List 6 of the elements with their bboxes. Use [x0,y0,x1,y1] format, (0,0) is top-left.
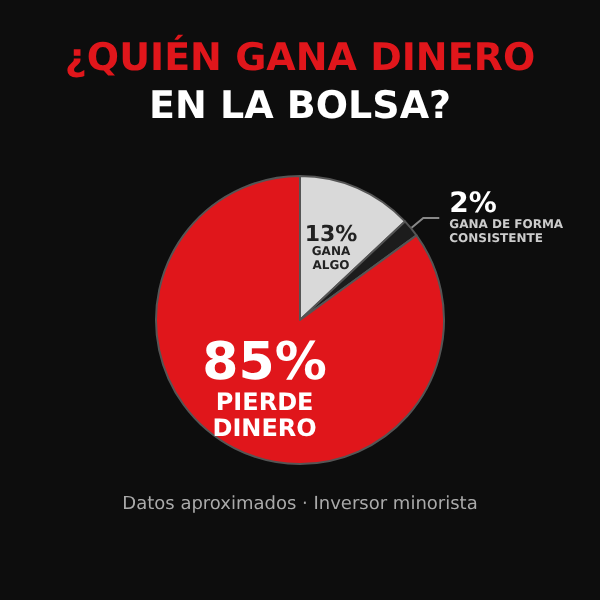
chart-title: ¿QUIÉN GANA DINERO EN LA BOLSA? [64,34,536,128]
data-label: 13% [304,221,358,248]
data-label: 2% [449,188,497,221]
text: Datos aproximados · Inversor minorista [122,495,478,515]
slice-label: PIERDE DINERO [212,388,317,443]
data-label: 85% [202,333,327,394]
